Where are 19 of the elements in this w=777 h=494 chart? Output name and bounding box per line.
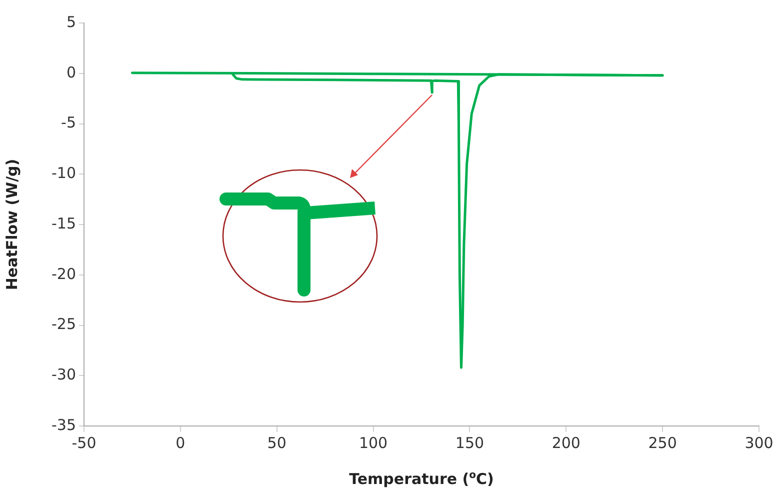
x-tick-label: 300 <box>744 434 774 452</box>
x-tick-label: -50 <box>72 434 96 452</box>
y-tick-label: -15 <box>52 214 76 232</box>
y-tick-label: -20 <box>52 264 76 283</box>
y-tick-label: 5 <box>66 12 76 31</box>
x-tick-label: 100 <box>358 434 388 452</box>
x-tick-label: 250 <box>648 434 677 452</box>
y-tick-label: -5 <box>61 114 76 132</box>
x-axis-title: Temperature ($^{o}$C) <box>348 470 495 488</box>
y-axis-title: HeatFlow (W/g) <box>2 158 21 290</box>
y-tick-label: 0 <box>66 63 76 82</box>
x-tick-label: 50 <box>267 434 286 452</box>
x-tick-label: 0 <box>176 434 186 452</box>
y-tick-label: -35 <box>52 416 76 434</box>
x-tick-label: 150 <box>455 434 484 452</box>
y-tick-label: -25 <box>52 315 76 334</box>
y-tick-label: -30 <box>52 366 76 384</box>
x-tick-label: 200 <box>552 434 580 452</box>
y-tick-label: -10 <box>52 164 76 182</box>
